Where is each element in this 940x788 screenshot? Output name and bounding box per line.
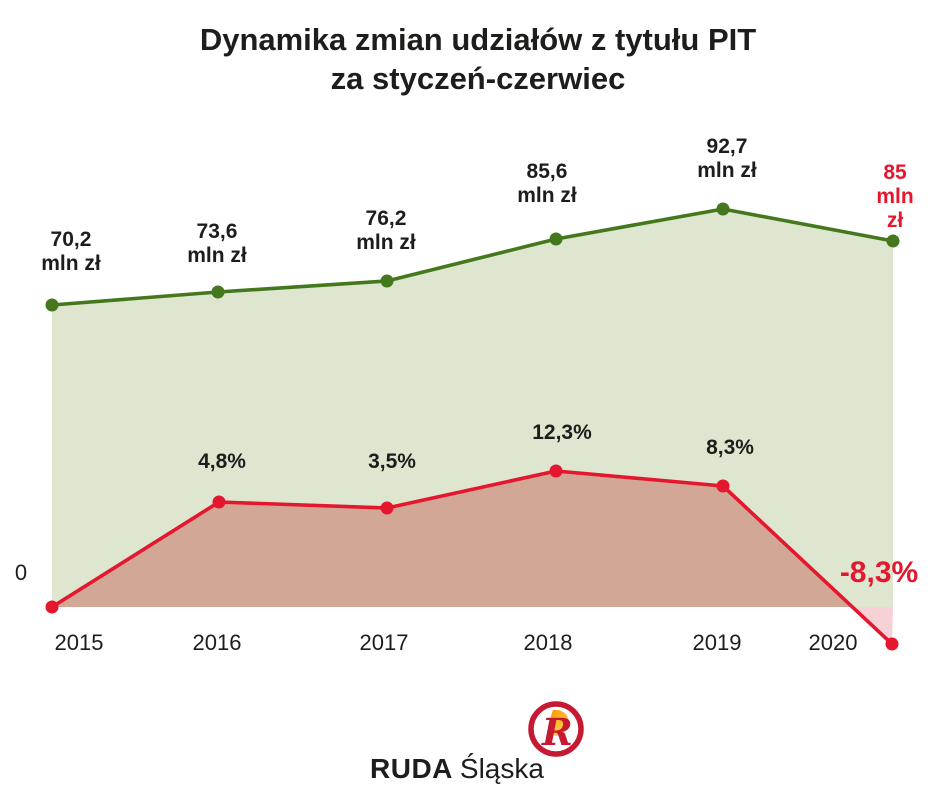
pit-point-2017 xyxy=(380,274,394,288)
chart-title-line1: Dynamika zmian udziałów z tytułu PIT xyxy=(199,22,757,57)
percent-point-2020 xyxy=(885,637,899,651)
pit-point-2020 xyxy=(886,234,900,248)
percent-point-2019 xyxy=(716,479,730,493)
ruda-slaska-logo: R xyxy=(528,701,584,757)
brand-ruda: RUDA xyxy=(370,753,453,784)
chart-title: Dynamika zmian udziałów z tytułu PIT za … xyxy=(8,20,940,98)
pit-point-2018 xyxy=(549,232,563,246)
percent-area-fill xyxy=(52,471,853,607)
pit-line xyxy=(51,207,894,307)
brand-slaska: Śląska xyxy=(459,753,544,784)
percent-point-2015 xyxy=(45,600,59,614)
percent-line xyxy=(51,469,894,646)
logo-flame-icon xyxy=(550,709,569,736)
brand-wordmark: RUDA Śląska xyxy=(370,753,544,785)
pit-point-2016 xyxy=(211,285,225,299)
chart-title-line2: za styczeń-czerwiec xyxy=(330,61,626,96)
pit-point-2019 xyxy=(716,202,730,216)
pit-point-2015 xyxy=(45,298,59,312)
percent-point-2017 xyxy=(380,501,394,515)
logo-ring xyxy=(528,701,584,757)
percent-point-2018 xyxy=(549,464,563,478)
logo-letter-r: R xyxy=(541,710,573,754)
zero-axis-label: 0 xyxy=(14,560,28,585)
percent-point-2016 xyxy=(212,495,226,509)
